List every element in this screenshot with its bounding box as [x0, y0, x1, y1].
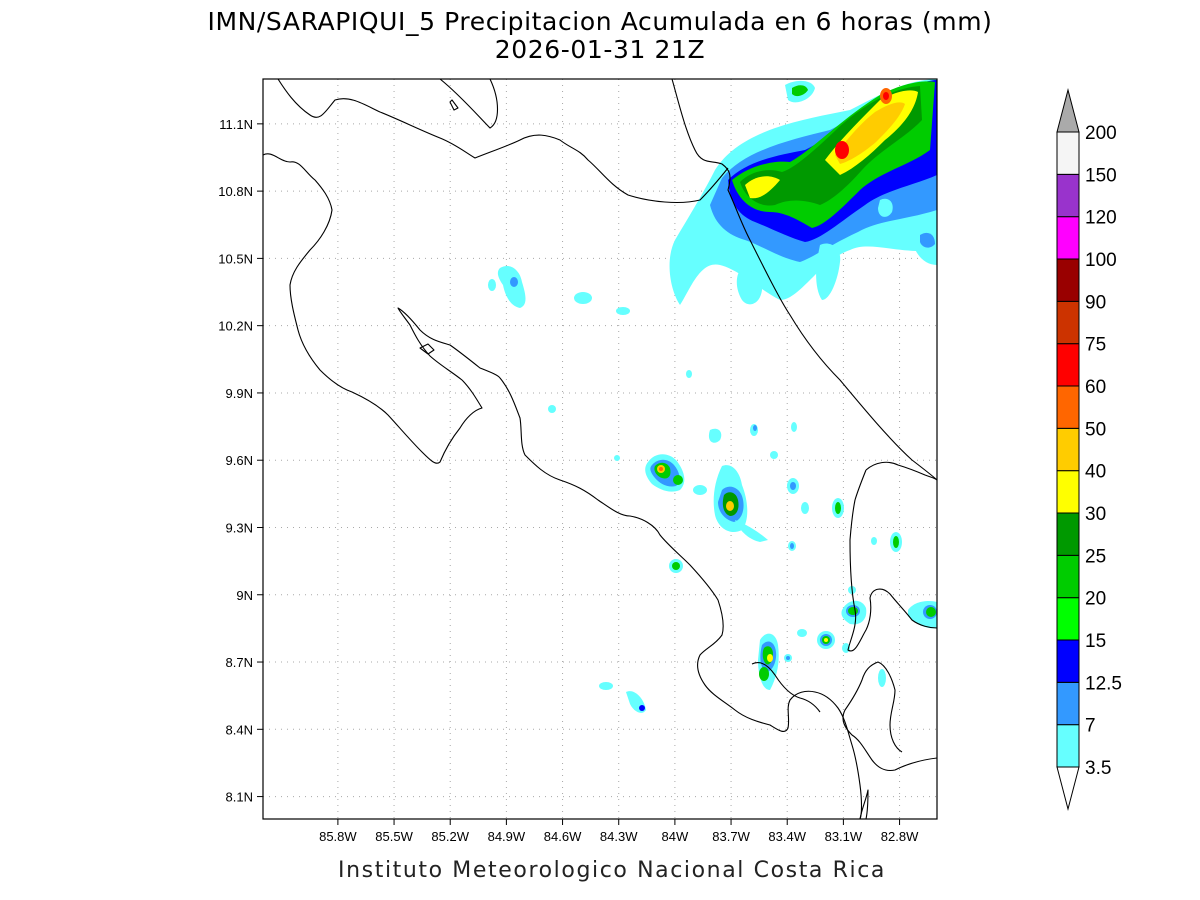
- colorbar-swatch: [1056, 554, 1080, 599]
- lat-tick-label: 9.6N: [226, 453, 253, 468]
- colorbar-level-label: 7: [1085, 716, 1096, 737]
- caribbean-panama-coast: [865, 461, 937, 481]
- pacific-coastline-south: [842, 661, 937, 772]
- colorbar-level-label: 90: [1085, 292, 1106, 313]
- pacific-coastline-north: [263, 153, 863, 819]
- colorbar-swatch: [1056, 216, 1080, 260]
- lat-tick-label: 10.2N: [218, 319, 253, 334]
- colorbar-swatch: [1056, 343, 1080, 387]
- colorbar-swatch: [1056, 639, 1080, 683]
- lon-tick-label: 83.4W: [768, 829, 806, 844]
- colorbar-level-label: 3.5: [1085, 758, 1111, 779]
- colorbar-legend: 3.5 7 12.5 15 20 25 30 40 50 60 75 90 100 120 150 200: [1056, 88, 1122, 811]
- colorbar-level-label: 30: [1085, 504, 1106, 525]
- lon-tick-label: 83.1W: [825, 829, 863, 844]
- colorbar-level-label: 60: [1085, 377, 1106, 398]
- longitude-axis: 85.8W 85.5W 85.2W 84.9W 84.6W 84.3W 84W 83.7W 83…: [319, 819, 919, 844]
- panama-inland-border: [849, 469, 867, 541]
- colorbar-over-arrow: [1056, 88, 1080, 133]
- colorbar-swatch: [1056, 470, 1080, 514]
- nicaragua-lake-shoreline: [277, 79, 729, 204]
- nicaragua-costarica-border: [671, 79, 937, 481]
- lon-tick-label: 84.6W: [544, 829, 582, 844]
- colorbar-level-label: 15: [1085, 631, 1106, 652]
- lat-tick-label: 9.3N: [226, 520, 253, 535]
- colorbar-swatch: [1056, 300, 1080, 345]
- colorbar-level-label: 50: [1085, 419, 1106, 440]
- map-title: IMN/SARAPIQUI_5 Precipitacion Acumulada …: [207, 7, 992, 36]
- lat-tick-label: 11.1N: [219, 117, 253, 132]
- lat-tick-label: 8.7N: [226, 655, 253, 670]
- lat-tick-label: 9N: [236, 588, 253, 603]
- map-frame: [262, 78, 938, 820]
- lon-tick-label: 84.3W: [600, 829, 638, 844]
- lat-tick-label: 9.9N: [226, 386, 253, 401]
- colorbar-swatch: [1056, 258, 1080, 302]
- lat-tick-label: 8.4N: [226, 722, 253, 737]
- map-subtitle-date: 2026-01-31 21Z: [495, 35, 706, 64]
- colorbar-level-label: 200: [1085, 123, 1117, 144]
- colorbar-level-label: 120: [1085, 208, 1117, 229]
- lake-nicaragua-shore-north: [439, 79, 499, 129]
- precip-cells-talamanca: [645, 422, 902, 573]
- colorbar-swatch: [1056, 512, 1080, 556]
- colorbar-level-label: 12.5: [1085, 673, 1122, 694]
- nicoya-gulf-inner: [859, 789, 869, 819]
- precip-cells-south: [599, 586, 937, 713]
- lake-small-outline: [419, 343, 435, 355]
- colorbar-swatch: [1056, 131, 1080, 175]
- lon-tick-label: 84.9W: [488, 829, 526, 844]
- osa-peninsula: [751, 662, 821, 713]
- latitude-axis: 8.1N 8.4N 8.7N 9N 9.3N 9.6N 9.9N 10.2N 10.5N 10.8…: [218, 117, 263, 805]
- colorbar-level-label: 25: [1085, 546, 1106, 567]
- lon-tick-label: 85.5W: [375, 829, 413, 844]
- lat-tick-label: 10.8N: [218, 184, 253, 199]
- colorbar-level-label: 100: [1085, 250, 1117, 271]
- island-outline: [449, 99, 459, 111]
- precip-band-northeast: [669, 79, 937, 305]
- lon-tick-label: 85.8W: [319, 829, 357, 844]
- colorbar-swatch: [1056, 173, 1080, 218]
- colorbar-swatch: [1056, 427, 1080, 472]
- colorbar-level-label: 75: [1085, 335, 1106, 356]
- colorbar-swatch: [1056, 724, 1080, 768]
- lon-tick-label: 84W: [662, 829, 689, 844]
- precip-cells-central: [488, 265, 692, 461]
- colorbar-swatch: [1056, 681, 1080, 726]
- colorbar-level-label: 20: [1085, 589, 1106, 610]
- lon-tick-label: 85.2W: [431, 829, 469, 844]
- lon-tick-label: 83.7W: [712, 829, 750, 844]
- colorbar-swatch: [1056, 597, 1080, 641]
- lon-tick-label: 82.8W: [881, 829, 919, 844]
- precipitation-field: [488, 79, 937, 713]
- coastlines-and-borders: [263, 79, 937, 819]
- lat-tick-label: 8.1N: [226, 790, 253, 805]
- lat-tick-label: 10.5N: [218, 251, 253, 266]
- institution-credit: Instituto Meteorologico Nacional Costa R…: [338, 858, 886, 883]
- colorbar-under-arrow: [1056, 766, 1080, 811]
- map-gridlines: [263, 79, 937, 819]
- colorbar-level-label: 40: [1085, 462, 1106, 483]
- colorbar-swatch: [1056, 385, 1080, 429]
- panama-border: [847, 539, 937, 652]
- colorbar-level-label: 150: [1085, 165, 1117, 186]
